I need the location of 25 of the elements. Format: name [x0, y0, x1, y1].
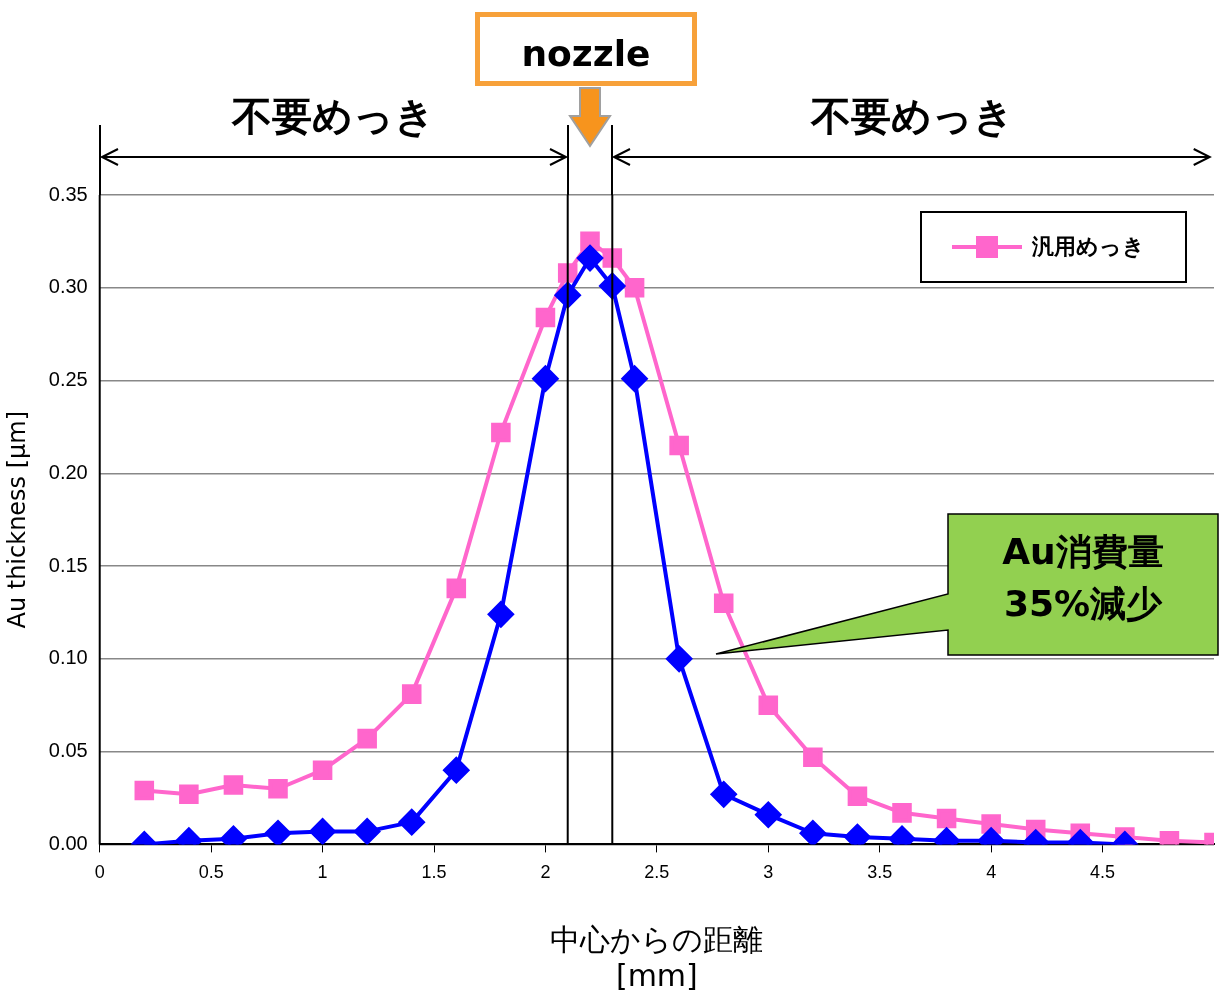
- y-tick-label: 0.30: [48, 275, 88, 298]
- x-tick-label: 3.5: [867, 862, 893, 883]
- text: 不要めっき: [230, 92, 437, 141]
- x-tick-label: 0.5: [198, 862, 224, 883]
- x-tick-label: 1: [317, 862, 328, 883]
- text: 不要めっき: [809, 92, 1015, 141]
- y-tick-label: 0.10: [48, 646, 88, 669]
- annotation: Au消費量 35%減少: [1001, 530, 1165, 626]
- x-tick-label: 4: [986, 862, 997, 883]
- x-axis-title: 中心からの距離 [mm]: [550, 921, 764, 993]
- x-tick-label: 3: [763, 862, 774, 883]
- y-tick-label: 0.25: [48, 368, 88, 391]
- text: nozzle: [475, 12, 697, 86]
- x-tick-label: 1.5: [421, 862, 447, 883]
- x-tick-label: 2: [540, 862, 551, 883]
- y-tick-label: 0.35: [48, 182, 88, 205]
- y-tick-label: 0.15: [48, 553, 88, 576]
- y-tick-label: 0.20: [48, 460, 88, 483]
- y-tick-label: 0.00: [48, 831, 88, 854]
- y-tick-label: 0.05: [48, 739, 88, 762]
- legend-label: 汎用めっき: [1032, 233, 1145, 261]
- x-tick-label: 4.5: [1090, 862, 1116, 883]
- x-tick-label: 2.5: [644, 862, 670, 883]
- x-tick-label: 0: [94, 862, 105, 883]
- y-axis-title: Au thickness [μm]: [2, 410, 31, 629]
